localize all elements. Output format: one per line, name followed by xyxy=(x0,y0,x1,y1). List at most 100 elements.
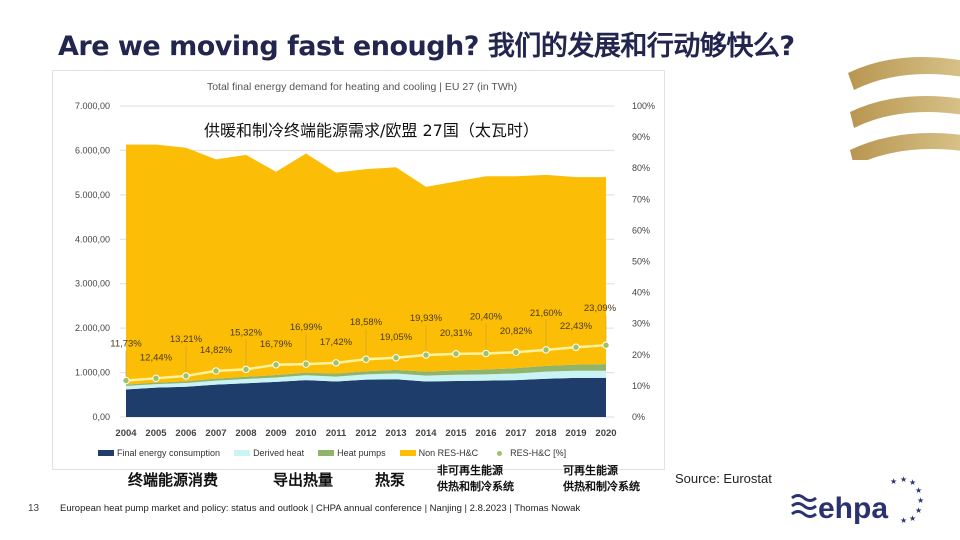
res-percent-label: 18,58% xyxy=(350,317,383,328)
res-percent-label: 20,40% xyxy=(470,312,503,323)
footer-text: European heat pump market and policy: st… xyxy=(60,503,581,514)
chart-title: Total final energy demand for heating an… xyxy=(207,81,517,93)
y-tick-label: 2.000,00 xyxy=(75,323,110,333)
res-percent-label: 23,09% xyxy=(584,303,617,314)
res-percent-marker xyxy=(272,361,280,369)
y-tick-label: 3.000,00 xyxy=(75,279,110,289)
svg-text:ehpa: ehpa xyxy=(818,492,888,525)
y2-tick-label: 0% xyxy=(632,412,645,422)
svg-text:★: ★ xyxy=(909,478,916,487)
res-percent-label: 21,60% xyxy=(530,308,563,319)
res-percent-marker xyxy=(212,367,220,375)
y2-tick-label: 90% xyxy=(632,132,650,142)
svg-text:★: ★ xyxy=(909,514,916,523)
res-percent-label: 14,82% xyxy=(200,345,233,356)
chart-frame xyxy=(52,70,665,470)
y2-tick-label: 50% xyxy=(632,257,650,267)
x-tick-label: 2006 xyxy=(175,428,196,439)
legend-label: Final energy consumption xyxy=(117,448,221,458)
label-heatpumps-cn: 热泵 xyxy=(375,471,406,489)
res-percent-label: 12,44% xyxy=(140,352,173,363)
res-percent-marker xyxy=(392,354,400,362)
res-percent-label: 13,21% xyxy=(170,334,203,345)
res-percent-marker xyxy=(362,355,370,363)
res-percent-marker xyxy=(242,365,250,374)
svg-text:★: ★ xyxy=(917,496,924,505)
legend-item: Non RES-H&C xyxy=(399,448,479,458)
y2-tick-label: 60% xyxy=(632,225,650,235)
y2-tick-label: 100% xyxy=(632,101,655,111)
res-percent-marker xyxy=(152,374,160,383)
page-number: 13 xyxy=(28,503,40,514)
y2-tick-label: 30% xyxy=(632,319,650,329)
x-tick-label: 2004 xyxy=(115,428,137,439)
label-res-cn-2: 供热和制冷系统 xyxy=(563,480,640,493)
res-percent-marker xyxy=(332,359,340,367)
res-percent-marker xyxy=(302,360,310,368)
label-nonres-cn-2: 供热和制冷系统 xyxy=(437,480,514,493)
chart-legend: Final energy consumption Derived heat Heat… xyxy=(98,448,566,458)
label-nonres-cn-1: 非可再生能源 xyxy=(437,464,503,477)
decorative-arcs-icon xyxy=(848,57,960,160)
area-derived-heat xyxy=(126,370,606,390)
res-percent-marker xyxy=(572,343,580,351)
res-percent-marker xyxy=(542,346,550,354)
area-heat-pumps xyxy=(126,364,606,386)
x-tick-label: 2019 xyxy=(565,428,586,439)
legend-swatch xyxy=(497,450,503,456)
res-percent-marker xyxy=(512,348,520,356)
res-percent-label: 15,32% xyxy=(230,327,263,338)
y-tick-label: 7.000,00 xyxy=(75,101,110,111)
y-tick-label: 5.000,00 xyxy=(75,190,110,200)
res-percent-label: 19,93% xyxy=(410,313,443,324)
legend-swatch xyxy=(399,450,416,456)
legend-label: Derived heat xyxy=(253,448,305,458)
res-percent-marker xyxy=(482,349,490,358)
y-tick-label: 0,00 xyxy=(92,412,110,422)
legend-label: Non RES-H&C xyxy=(418,448,479,458)
legend-item: Derived heat xyxy=(234,448,304,458)
y2-tick-label: 20% xyxy=(632,350,650,360)
res-percent-marker xyxy=(122,376,130,385)
x-tick-label: 2020 xyxy=(595,428,616,439)
res-percent-marker xyxy=(452,350,460,358)
ehpa-logo: ehpa ★ ★ ★ ★ ★ ★ ★ ★ xyxy=(790,475,930,531)
label-res-cn-1: 可再生能源 xyxy=(563,464,618,477)
y2-tick-label: 10% xyxy=(632,381,650,391)
res-percent-marker xyxy=(182,372,190,380)
legend-item: RES-H&C [%] xyxy=(492,448,566,458)
y-tick-label: 6.000,00 xyxy=(75,145,110,155)
svg-text:★: ★ xyxy=(915,486,922,495)
x-tick-label: 2011 xyxy=(326,428,347,439)
res-percent-label: 17,42% xyxy=(320,337,353,348)
y2-tick-label: 40% xyxy=(632,288,650,298)
x-tick-label: 2018 xyxy=(535,428,556,439)
x-tick-label: 2012 xyxy=(355,428,376,439)
legend-label: RES-H&C [%] xyxy=(510,448,567,458)
source-note: Source: Eurostat xyxy=(675,471,772,486)
y-tick-label: 4.000,00 xyxy=(75,234,110,244)
svg-text:★: ★ xyxy=(900,476,907,484)
x-tick-label: 2007 xyxy=(205,428,226,439)
x-tick-label: 2016 xyxy=(475,428,496,439)
res-percent-label: 22,43% xyxy=(560,321,593,332)
x-tick-label: 2014 xyxy=(415,428,437,439)
x-tick-label: 2017 xyxy=(505,428,526,439)
y2-tick-label: 80% xyxy=(632,163,650,173)
x-tick-label: 2009 xyxy=(265,428,286,439)
res-percent-marker xyxy=(422,351,430,359)
x-tick-label: 2010 xyxy=(295,428,316,439)
area-final-energy-consumption xyxy=(126,377,606,417)
res-percent-label: 16,99% xyxy=(290,322,323,333)
res-percent-label: 20,31% xyxy=(440,328,473,339)
slide-title: Are we moving fast enough? 我们的发展和行动够快么? xyxy=(58,31,795,62)
svg-text:★: ★ xyxy=(900,516,907,525)
label-derived-cn: 导出热量 xyxy=(273,471,334,489)
x-tick-label: 2015 xyxy=(445,428,467,439)
res-percent-label: 20,82% xyxy=(500,326,533,337)
res-percent-label: 19,05% xyxy=(380,332,413,343)
legend-label: Heat pumps xyxy=(337,448,386,458)
legend-swatch xyxy=(98,450,114,456)
label-final-cn: 终端能源消费 xyxy=(128,471,219,489)
stacked-area-chart: Total final energy demand for heating an… xyxy=(75,81,655,439)
